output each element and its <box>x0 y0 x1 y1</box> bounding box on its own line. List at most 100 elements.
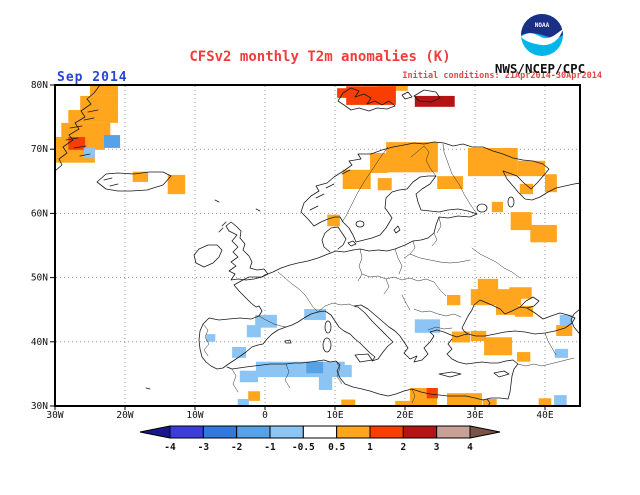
anomaly-cell <box>132 171 149 182</box>
colorbar-segment <box>402 425 438 439</box>
graticule-grid <box>56 86 579 405</box>
anomaly-cells-layer <box>56 86 573 405</box>
anomaly-cell <box>237 398 249 405</box>
anomaly-cell <box>554 348 569 358</box>
page-title: CFSv2 monthly T2m anomalies (K) <box>189 49 451 65</box>
anomaly-cell <box>337 364 352 378</box>
colorbar-segment <box>369 425 404 439</box>
anomaly-cell <box>386 142 438 173</box>
anomaly-cell <box>517 160 545 177</box>
colorbar-segment <box>336 425 371 439</box>
anomaly-cell <box>477 278 499 292</box>
lat-tick-label: 50N <box>31 273 48 284</box>
anomaly-cell <box>509 287 532 299</box>
colorbar-segment <box>269 425 304 439</box>
map-frame <box>54 84 581 407</box>
colorbar-tick-label: -2 <box>231 442 242 453</box>
lon-tick-label: 10E <box>326 410 343 421</box>
colorbar-segment <box>169 425 204 439</box>
anomaly-cell <box>496 301 518 315</box>
colorbar-tick-label: 4 <box>467 442 473 453</box>
anomaly-cell <box>306 361 324 374</box>
anomaly-cell <box>545 174 557 193</box>
anomaly-cell <box>514 305 534 317</box>
anomaly-cell <box>370 153 389 173</box>
lon-tick-label: 40E <box>536 410 553 421</box>
anomaly-cell <box>68 110 118 123</box>
colorbar-tick-label: 0.5 <box>328 442 345 453</box>
colorbar-segment <box>202 425 238 439</box>
anomaly-cell <box>104 135 121 148</box>
colorbar-tick-label: 2 <box>400 442 406 453</box>
anomaly-cell <box>246 325 261 338</box>
colorbar-legend: -4 -3 -2 -1 -0.5 0.5 1 2 3 4 <box>139 425 501 453</box>
anomaly-cell <box>342 169 371 190</box>
anomaly-cell <box>447 393 482 405</box>
anomaly-cell <box>538 398 552 405</box>
lat-tick-label: 70N <box>31 144 48 155</box>
anomaly-cell <box>414 319 440 333</box>
anomaly-cell <box>510 212 532 231</box>
colorbar-segment <box>302 425 338 439</box>
coastlines <box>56 86 579 405</box>
anomaly-cell <box>255 314 277 328</box>
lat-tick-label: 80N <box>31 80 48 91</box>
anomaly-cell <box>484 337 513 356</box>
anomaly-cell <box>341 399 356 405</box>
lon-tick-label: 30W <box>46 410 63 421</box>
anomaly-cell <box>451 331 471 343</box>
anomaly-cell <box>426 388 438 399</box>
anomaly-cell <box>554 395 567 405</box>
colorbar-right-arrow <box>469 425 501 439</box>
anomaly-cell <box>377 178 392 191</box>
anomaly-cell <box>437 176 464 190</box>
anomaly-cell <box>83 147 95 159</box>
colorbar-tick-label: 1 <box>367 442 373 453</box>
colorbar-tick-label: -0.5 <box>292 442 315 453</box>
colorbar-tick-label: -1 <box>264 442 276 453</box>
lon-tick-label: 20E <box>396 410 413 421</box>
anomaly-cell <box>468 147 518 177</box>
anomaly-cell <box>447 294 461 306</box>
anomaly-cell <box>206 334 216 342</box>
anomaly-cell <box>90 86 118 96</box>
noaa-logo-icon: NOAA <box>521 14 563 56</box>
initial-conditions-label: Initial conditions: 21Apr2014-30Apr2014 <box>402 71 602 81</box>
anomaly-cell <box>248 391 261 401</box>
anomaly-cell <box>517 352 531 362</box>
anomaly-cell <box>491 201 503 213</box>
anomaly-cell <box>232 346 247 358</box>
anomaly-cell <box>304 309 326 320</box>
country-borders <box>202 143 575 404</box>
colorbar-segment <box>236 425 271 439</box>
lon-tick-label: 10W <box>186 410 203 421</box>
colorbar-tick-label: 3 <box>434 442 440 453</box>
anomaly-cell <box>327 214 340 227</box>
lat-tick-label: 30N <box>31 401 48 412</box>
noaa-bird-icon <box>521 29 563 46</box>
colorbar-tick-label: -4 <box>164 442 176 453</box>
anomaly-cell <box>530 224 557 243</box>
lon-tick-label: 30E <box>466 410 483 421</box>
anomaly-cell <box>559 314 573 326</box>
noaa-logo-text: NOAA <box>535 22 550 29</box>
lon-tick-label: 0 <box>262 410 268 421</box>
anomaly-cell <box>239 370 258 383</box>
anomaly-cell <box>80 95 118 111</box>
colorbar-tick-label: -3 <box>198 442 210 453</box>
lat-tick-label: 40N <box>31 337 48 348</box>
axis-labels: 30W 20W 10W 0 10E 20E 30E 40E 80N 70N 60N 50N 40N 30N <box>31 80 554 421</box>
forecast-month-label: Sep 2014 <box>57 70 128 85</box>
lat-tick-label: 60N <box>31 208 48 219</box>
anomaly-cell <box>318 375 333 390</box>
anomaly-cell <box>519 183 534 195</box>
anomaly-cell <box>167 174 186 195</box>
anomaly-cell <box>61 122 111 137</box>
anomaly-cell <box>337 88 352 98</box>
colorbar-left-arrow <box>139 425 171 439</box>
colorbar-segment <box>436 425 471 439</box>
anomaly-cell <box>556 325 573 337</box>
lon-tick-label: 20W <box>116 410 133 421</box>
